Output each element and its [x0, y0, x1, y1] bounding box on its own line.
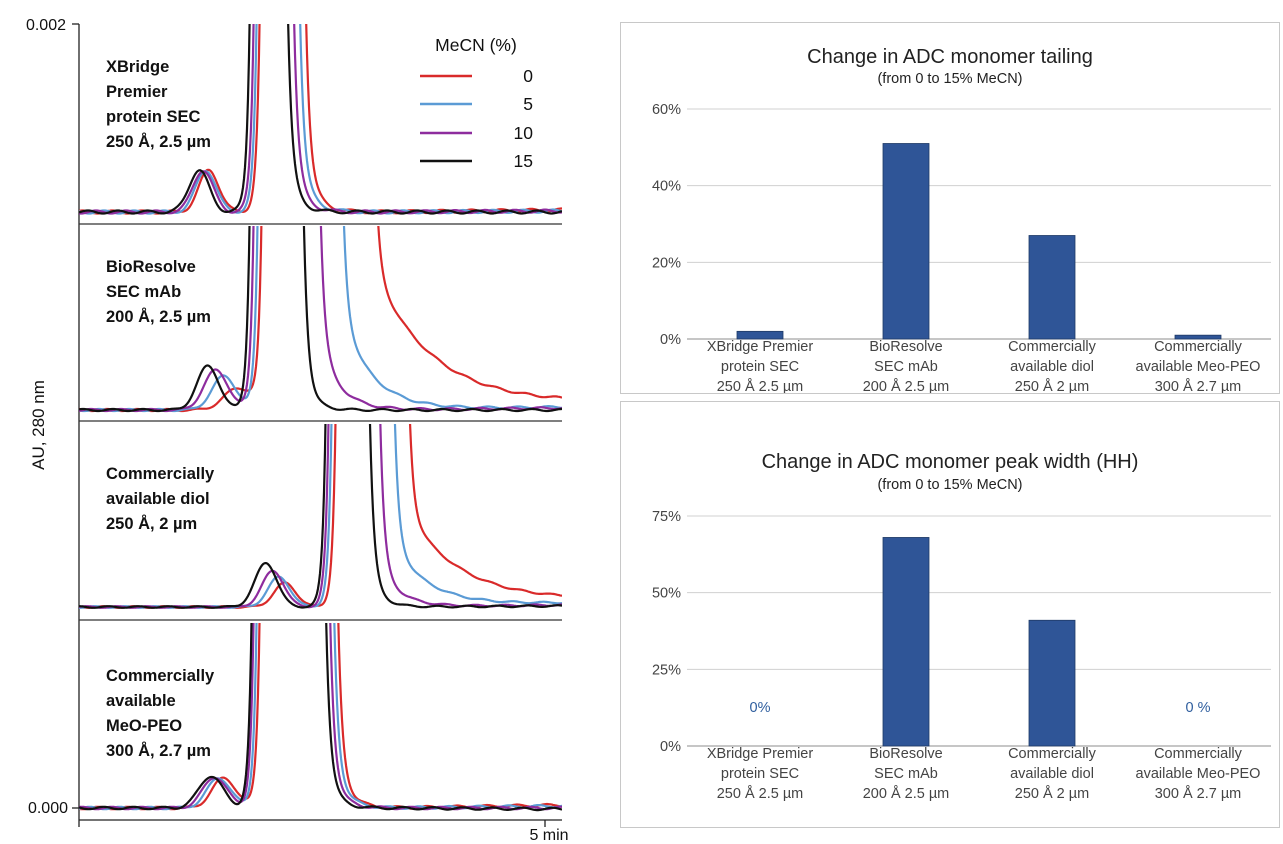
y-top-label: 0.002 — [26, 17, 66, 34]
panel-traces — [79, 226, 562, 413]
category-label: available diol — [1010, 359, 1094, 375]
chart-subtitle: (from 0 to 15% MeCN) — [877, 477, 1022, 493]
panel-traces — [79, 623, 562, 812]
category-label: SEC mAb — [874, 359, 938, 375]
trace-panel4-mecn15 — [79, 623, 562, 812]
x-end-label: 5 min — [529, 827, 568, 844]
category-label: available Meo-PEO — [1136, 766, 1261, 782]
bar — [736, 330, 784, 340]
category-label: 300 Å 2.7 µm — [1155, 785, 1242, 802]
category-label: BioResolve — [869, 746, 942, 762]
category-label: available diol — [1010, 766, 1094, 782]
bar — [1028, 235, 1076, 340]
data-label: 0% — [750, 700, 771, 716]
panel-traces — [79, 24, 562, 215]
trace-panel1-mecn15 — [79, 24, 562, 215]
category-label: 250 Å 2 µm — [1015, 785, 1089, 802]
category-label: 300 Å 2.7 µm — [1155, 378, 1242, 393]
legend: MeCN (%) 0 5 10 15 — [420, 35, 533, 171]
category-label: protein SEC — [721, 766, 799, 782]
tailing-bar-chart: Change in ADC monomer tailing (from 0 to … — [652, 46, 1271, 393]
tailing-chart-box: Change in ADC monomer tailing (from 0 to … — [620, 22, 1280, 394]
category-label: XBridge Premier — [707, 746, 814, 762]
panel-traces — [79, 424, 562, 609]
y-tick-label: 40% — [652, 179, 681, 195]
chart-subtitle: (from 0 to 15% MeCN) — [877, 71, 1022, 87]
chromatogram-stack: 0.002 0.000 5 min AU, 280 nm XBridge Pre… — [26, 17, 569, 844]
y-tick-label: 25% — [652, 662, 681, 678]
trace-panel1-mecn5 — [79, 24, 562, 215]
chart-title: Change in ADC monomer peak width (HH) — [762, 451, 1139, 473]
y-bottom-label: 0.000 — [28, 800, 68, 817]
y-axis-title: AU, 280 nm — [29, 380, 48, 470]
chart-title: Change in ADC monomer tailing — [807, 46, 1093, 68]
category-label: Commercially — [1008, 339, 1097, 355]
peak-width-chart-box: Change in ADC monomer peak width (HH) (fr… — [620, 401, 1280, 828]
legend-label-5: 5 — [523, 94, 533, 114]
category-label: 200 Å 2.5 µm — [863, 785, 950, 802]
category-label: 200 Å 2.5 µm — [863, 378, 950, 393]
legend-title: MeCN (%) — [435, 35, 517, 55]
peak-width-bar-chart: Change in ADC monomer peak width (HH) (fr… — [652, 451, 1271, 802]
trace-panel1-mecn10 — [79, 24, 562, 215]
panel-label-diol: Commercially available diol 250 Å, 2 µm — [106, 465, 219, 533]
trace-panel1-mecn0 — [79, 24, 562, 215]
y-tick-label: 60% — [652, 102, 681, 118]
trace-panel2-mecn15 — [79, 226, 562, 413]
trace-panel3-mecn15 — [79, 424, 562, 609]
panel-label-meo-peo: Commercially available MeO-PEO 300 Å, 2.… — [106, 667, 219, 760]
category-label: protein SEC — [721, 359, 799, 375]
category-label: BioResolve — [869, 339, 942, 355]
category-label: available Meo-PEO — [1136, 359, 1261, 375]
bar — [1028, 619, 1076, 747]
category-label: Commercially — [1154, 339, 1243, 355]
legend-label-0: 0 — [523, 66, 533, 86]
y-tick-label: 20% — [652, 255, 681, 271]
legend-label-15: 15 — [514, 151, 533, 171]
category-label: 250 Å 2.5 µm — [717, 785, 804, 802]
bar — [1174, 334, 1222, 340]
y-tick-label: 0% — [660, 332, 681, 348]
legend-label-10: 10 — [514, 123, 534, 143]
y-tick-label: 0% — [660, 739, 681, 755]
panel-label-xbridge: XBridge Premier protein SEC 250 Å, 2.5 µ… — [106, 58, 211, 151]
data-label: 0 % — [1186, 700, 1211, 716]
category-label: XBridge Premier — [707, 339, 814, 355]
y-tick-label: 50% — [652, 586, 681, 602]
bar — [882, 537, 930, 747]
bar — [882, 143, 930, 340]
y-tick-label: 75% — [652, 509, 681, 525]
category-label: 250 Å 2.5 µm — [717, 378, 804, 393]
category-label: Commercially — [1154, 746, 1243, 762]
category-label: 250 Å 2 µm — [1015, 378, 1089, 393]
panel-label-bioresolve: BioResolve SEC mAb 200 Å, 2.5 µm — [106, 258, 211, 326]
category-label: SEC mAb — [874, 766, 938, 782]
category-label: Commercially — [1008, 746, 1097, 762]
